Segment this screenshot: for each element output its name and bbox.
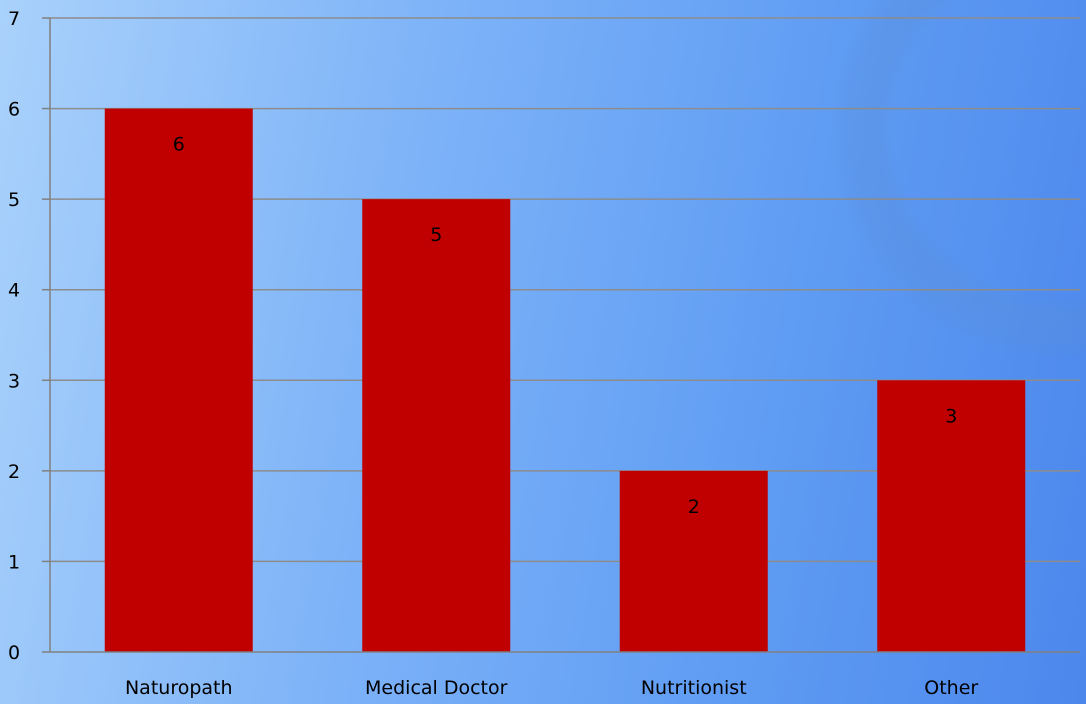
data-label: 2 [688,496,700,518]
category-label: Other [924,677,978,699]
background-swirl [830,0,1086,360]
category-label: Medical Doctor [365,677,508,699]
category-labels: Naturopath Medical Doctor Nutritionist Othe… [125,677,978,699]
y-tick-label: 6 [8,99,20,121]
axes [42,17,1080,653]
data-label: 5 [430,224,442,246]
y-tick-labels: 0 1 2 3 4 5 6 7 [8,8,20,664]
data-label: 3 [945,405,957,427]
y-tick-label: 5 [8,189,20,211]
y-tick-label: 2 [8,461,20,483]
bar-0 [104,108,253,653]
data-labels: 6 5 2 3 [173,134,958,518]
bar-1 [362,199,511,652]
data-label: 6 [173,134,185,156]
y-tick-label: 1 [8,551,20,573]
bar-2 [619,470,768,652]
bars [104,108,1026,653]
y-tick-label: 3 [8,370,20,392]
y-tick-label: 0 [8,642,20,664]
category-label: Naturopath [125,677,233,699]
y-tick-label: 4 [8,280,20,302]
bar-3 [877,380,1026,652]
category-label: Nutritionist [641,677,747,699]
y-tick-label: 7 [8,8,20,30]
